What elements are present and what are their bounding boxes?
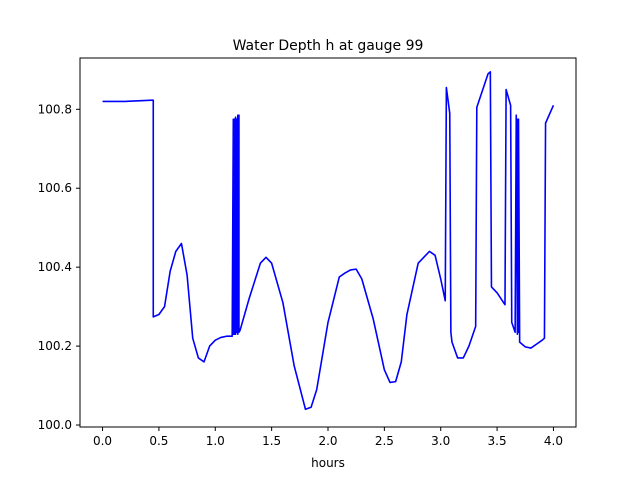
x-tick-label: 0.0 [93, 434, 112, 448]
x-tick-label: 1.5 [262, 434, 281, 448]
x-tick-label: 0.5 [149, 434, 168, 448]
y-tick-label: 100.0 [38, 418, 72, 432]
y-tick-label: 100.4 [38, 260, 72, 274]
x-tick-label: 3.5 [488, 434, 507, 448]
x-axis-label: hours [311, 456, 345, 470]
axes-frame [79, 57, 577, 428]
y-tick-label: 100.8 [38, 102, 72, 116]
x-tick-label: 4.0 [544, 434, 563, 448]
x-tick-label: 3.0 [431, 434, 450, 448]
y-axis-ticks: 100.0 100.2 100.4 100.6 100.8 [38, 102, 80, 432]
x-tick-label: 1.0 [206, 434, 225, 448]
plot-area [102, 71, 555, 411]
x-axis-ticks: 0.0 0.5 1.0 1.5 2.0 2.5 3.0 3.5 4.0 [93, 427, 563, 448]
x-tick-label: 2.5 [375, 434, 394, 448]
chart-title: Water Depth h at gauge 99 [233, 38, 424, 54]
series-line [102, 71, 555, 411]
y-tick-label: 100.6 [38, 181, 72, 195]
x-tick-label: 2.0 [318, 434, 337, 448]
y-tick-label: 100.2 [38, 339, 72, 353]
